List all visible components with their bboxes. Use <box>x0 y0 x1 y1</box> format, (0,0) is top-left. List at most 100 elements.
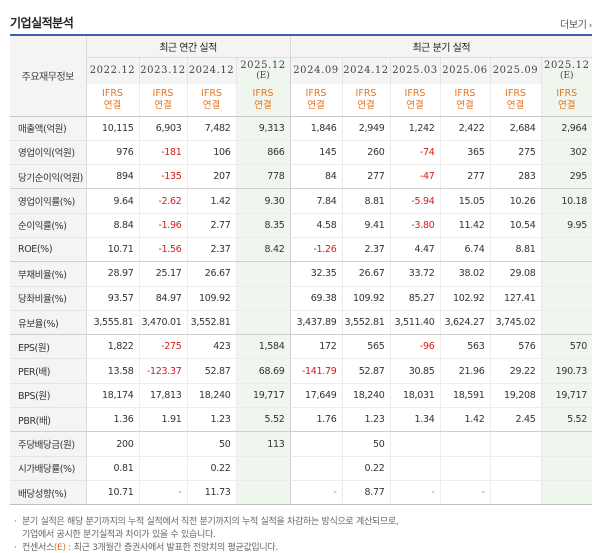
value-cell: 976 <box>86 140 140 166</box>
value-cell <box>236 261 291 287</box>
value-cell: 2.37 <box>187 237 237 263</box>
value-cell: 565 <box>342 334 391 360</box>
value-cell: 2.77 <box>187 213 237 238</box>
value-cell: 38.02 <box>440 261 491 287</box>
value-cell: 576 <box>490 334 542 360</box>
value-cell: 277 <box>342 164 391 190</box>
value-cell <box>541 237 593 263</box>
value-cell: 30.85 <box>390 358 441 384</box>
table-row: 순이익률(%) 8.84 -1.96 2.77 8.35 4.58 9.41 -3.80 11.… <box>10 213 593 238</box>
value-cell: - <box>390 480 441 506</box>
section-title: 기업실적분석 <box>10 16 74 30</box>
period-header-row: 2022.12 2023.12 2024.12 2025.12 (E) 2024.09 20… <box>10 57 593 84</box>
value-cell: 21.96 <box>440 358 491 384</box>
value-cell: 11.42 <box>440 213 491 238</box>
value-cell: 8.35 <box>236 213 291 238</box>
value-cell: -2.62 <box>139 188 188 214</box>
bullet-icon: · <box>14 517 17 527</box>
row-label: 배당성향(%) <box>10 480 87 506</box>
value-cell: 4.47 <box>390 237 441 263</box>
table-row: 매출액(억원) 10,115 6,903 7,482 9,313 1,846 2,949 1,… <box>10 116 593 141</box>
value-cell <box>236 456 291 481</box>
value-cell: 17,813 <box>139 383 188 409</box>
value-cell <box>490 456 542 481</box>
value-cell: 1,846 <box>290 116 343 141</box>
value-cell: 33.72 <box>390 261 441 287</box>
group-header-row: 주요재무정보 최근 연간 실적 최근 분기 실적 <box>10 34 593 117</box>
value-cell: 32.35 <box>290 261 343 287</box>
more-label: 더보기 <box>559 20 587 31</box>
period-header: 2025.06 <box>440 57 491 84</box>
value-cell: 0.81 <box>86 456 140 481</box>
value-cell: 10.71 <box>86 237 140 263</box>
period-label: 2025.06 <box>442 65 488 77</box>
footnote-2: · 컨센서스(E) : 최근 3개월간 증권사에서 발표한 전망치의 평균값입니다… <box>14 543 278 553</box>
value-cell: 127.41 <box>490 286 542 311</box>
value-cell: 3,624.27 <box>440 310 491 336</box>
value-cell: 6.74 <box>440 237 491 263</box>
period-label: 2022.12 <box>89 65 136 77</box>
footnote-1: · 분기 실적은 해당 분기까지의 누적 실적에서 직전 분기까지의 누적 실적을… <box>14 517 399 527</box>
value-cell: 9.95 <box>541 213 593 238</box>
period-label: 2025.03 <box>392 65 438 77</box>
accounting-standard: IFRS 연결 <box>440 84 491 117</box>
ifrs-header-row: IFRS 연결 IFRS 연결 IFRS 연결 IFRS 연결 IFRS 연결 IFRS 연결 IFRS… <box>10 84 593 117</box>
consolidated-label: 연결 <box>456 99 474 111</box>
value-cell: 85.27 <box>390 286 441 311</box>
period-header: 2023.12 <box>139 57 188 84</box>
value-cell <box>290 456 343 481</box>
value-cell: -181 <box>139 140 188 166</box>
period-header: 2024.12 <box>187 57 237 84</box>
table-row: 부채비율(%) 28.97 25.17 26.67 32.35 26.67 33.72 38.… <box>10 261 593 287</box>
consolidated-label: 연결 <box>307 99 325 111</box>
value-cell: 2,964 <box>541 116 593 141</box>
value-cell: 3,437.89 <box>290 310 343 336</box>
value-cell: -141.79 <box>290 358 343 384</box>
value-cell: 5.52 <box>541 407 593 433</box>
ifrs-label: IFRS <box>152 87 174 99</box>
value-cell <box>236 310 291 336</box>
value-cell: 1,822 <box>86 334 140 360</box>
accounting-standard: IFRS 연결 <box>541 84 593 117</box>
value-cell: 52.87 <box>187 358 237 384</box>
value-cell <box>236 480 291 506</box>
table-row: 유보율(%) 3,555.81 3,470.01 3,552.81 3,437.89 3,… <box>10 310 593 336</box>
accounting-standard: IFRS 연결 <box>236 84 291 117</box>
ifrs-label: IFRS <box>505 87 526 99</box>
value-cell: 570 <box>541 334 593 360</box>
row-label: 영업이익(억원) <box>10 140 87 166</box>
value-cell: 3,555.81 <box>86 310 140 336</box>
consolidated-label: 연결 <box>202 99 221 111</box>
row-label: 시가배당률(%) <box>10 456 87 481</box>
period-label: 2024.12 <box>188 65 235 77</box>
period-label: 2025.12 <box>543 59 590 71</box>
ifrs-label: IFRS <box>252 87 274 99</box>
value-cell: -275 <box>139 334 188 360</box>
chevron-right-icon: › <box>588 21 593 31</box>
more-link[interactable]: 더보기 › <box>560 16 592 31</box>
value-cell: 0.22 <box>187 456 237 481</box>
value-cell: 8.81 <box>342 188 391 214</box>
value-cell: -47 <box>390 164 441 190</box>
value-cell: - <box>440 480 491 506</box>
period-label: 2025.12 <box>240 59 286 71</box>
period-header: 2025.12 (E) <box>236 57 291 84</box>
value-cell: 109.92 <box>342 286 391 311</box>
accounting-standard: IFRS 연결 <box>342 84 391 117</box>
value-cell: 295 <box>541 164 593 190</box>
value-cell <box>139 431 188 457</box>
value-cell: -135 <box>139 164 188 190</box>
accounting-standard: IFRS 연결 <box>187 84 237 117</box>
table-row: 배당성향(%) 10.71-11.73-8.77- - <box>10 480 593 506</box>
period-header: 2022.12 <box>86 57 140 84</box>
bullet-icon: · <box>14 543 17 553</box>
consolidated-label: 연결 <box>254 99 272 111</box>
value-cell: 172 <box>290 334 343 360</box>
row-label: 순이익률(%) <box>10 213 87 238</box>
value-cell: 1.76 <box>290 407 343 433</box>
value-cell: 866 <box>236 140 291 166</box>
value-cell: 9,313 <box>236 116 291 141</box>
value-cell: 1.34 <box>390 407 441 433</box>
section-header: 기업실적분석 더보기 › <box>10 14 592 34</box>
value-cell <box>390 456 441 481</box>
